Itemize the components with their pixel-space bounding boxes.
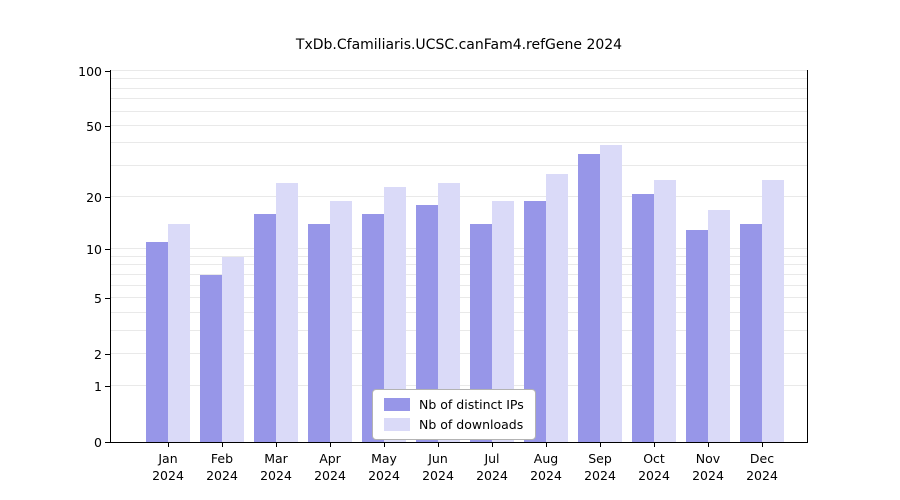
bar-distinct-ips xyxy=(470,224,492,442)
x-axis-tick-label: Nov 2024 xyxy=(692,451,724,483)
x-axis-tick-mark xyxy=(600,443,601,447)
chart-title: TxDb.Cfamiliaris.UCSC.canFam4.refGene 20… xyxy=(295,37,623,53)
legend-swatch-downloads xyxy=(384,418,410,431)
x-axis-tick-label: Apr 2024 xyxy=(314,451,346,483)
x-axis-tick-mark xyxy=(492,443,493,447)
bar-downloads xyxy=(708,209,730,442)
bar-distinct-ips xyxy=(686,229,708,442)
bar-downloads xyxy=(222,256,244,442)
plot-area xyxy=(110,70,808,443)
gridline xyxy=(111,110,807,112)
legend-label-downloads: Nb of downloads xyxy=(419,417,524,432)
bar-downloads xyxy=(654,180,676,442)
x-axis-tick-mark xyxy=(168,443,169,447)
x-axis-tick-mark xyxy=(762,443,763,447)
x-axis-tick-label: May 2024 xyxy=(368,451,400,483)
x-axis-tick-label: Jan 2024 xyxy=(152,451,184,483)
bar-downloads xyxy=(330,201,352,442)
legend-item-distinct-ips: Nb of distinct IPs xyxy=(384,397,524,412)
x-axis-tick-mark xyxy=(654,443,655,447)
x-axis-tick-label: Mar 2024 xyxy=(260,451,292,483)
legend-swatch-distinct-ips xyxy=(384,398,410,411)
y-axis-tick-mark xyxy=(105,386,110,388)
bar-distinct-ips xyxy=(254,214,276,442)
bar-distinct-ips xyxy=(578,153,600,442)
x-axis-tick-mark xyxy=(276,443,277,447)
legend-item-downloads: Nb of downloads xyxy=(384,417,524,432)
y-axis-tick-label: 2 xyxy=(94,346,102,362)
y-axis-tick-mark xyxy=(105,353,110,355)
y-axis-tick-mark xyxy=(105,71,110,72)
x-axis-tick-mark xyxy=(546,443,547,447)
y-axis-tick-mark xyxy=(105,442,110,443)
gridline xyxy=(111,124,807,126)
y-axis-tick-label: 50 xyxy=(86,118,102,134)
x-axis-tick-label: Dec 2024 xyxy=(746,451,778,483)
bar-distinct-ips xyxy=(200,274,222,442)
gridline xyxy=(111,142,807,144)
x-axis-tick-label: Jun 2024 xyxy=(422,451,454,483)
y-axis-tick-mark xyxy=(105,125,110,127)
y-axis-tick-mark xyxy=(105,197,110,199)
bar-distinct-ips xyxy=(740,224,762,442)
bar-downloads xyxy=(546,174,568,442)
bar-distinct-ips xyxy=(524,201,546,442)
x-axis-tick-mark xyxy=(222,443,223,447)
bar-downloads xyxy=(168,224,190,442)
y-axis-tick-label: 0 xyxy=(94,435,102,450)
bar-downloads xyxy=(492,201,514,442)
x-axis-tick-mark xyxy=(438,443,439,447)
y-axis-tick-label: 10 xyxy=(86,242,102,258)
bar-downloads xyxy=(438,183,460,442)
bar-distinct-ips xyxy=(362,214,384,442)
x-axis-tick-mark xyxy=(384,443,385,447)
gridline xyxy=(111,78,807,80)
y-axis-tick-label: 1 xyxy=(94,379,102,395)
bar-distinct-ips xyxy=(632,193,654,442)
x-axis-tick-label: Oct 2024 xyxy=(638,451,670,483)
y-axis-tick-label: 20 xyxy=(86,190,102,206)
y-axis-tick-label: 100 xyxy=(78,64,102,79)
gridline xyxy=(111,70,807,71)
x-axis-tick-label: Sep 2024 xyxy=(584,451,616,483)
x-axis-tick-mark xyxy=(708,443,709,447)
x-axis-tick-mark xyxy=(330,443,331,447)
bar-distinct-ips xyxy=(416,205,438,442)
gridline xyxy=(111,164,807,166)
bar-downloads xyxy=(600,145,622,442)
bar-distinct-ips xyxy=(308,224,330,442)
x-axis-tick-label: Jul 2024 xyxy=(476,451,508,483)
y-axis-tick-mark xyxy=(105,249,110,251)
gridline xyxy=(111,98,807,100)
bar-downloads xyxy=(762,180,784,442)
x-axis-tick-label: Feb 2024 xyxy=(206,451,238,483)
gridline xyxy=(111,87,807,89)
bar-downloads xyxy=(384,186,406,442)
y-axis-tick-label: 5 xyxy=(94,290,102,306)
legend: Nb of distinct IPs Nb of downloads xyxy=(372,389,536,440)
y-axis-tick-mark xyxy=(105,297,110,299)
legend-label-distinct-ips: Nb of distinct IPs xyxy=(419,397,524,412)
x-axis-tick-label: Aug 2024 xyxy=(530,451,562,483)
bar-downloads xyxy=(276,183,298,442)
bar-distinct-ips xyxy=(146,242,168,442)
